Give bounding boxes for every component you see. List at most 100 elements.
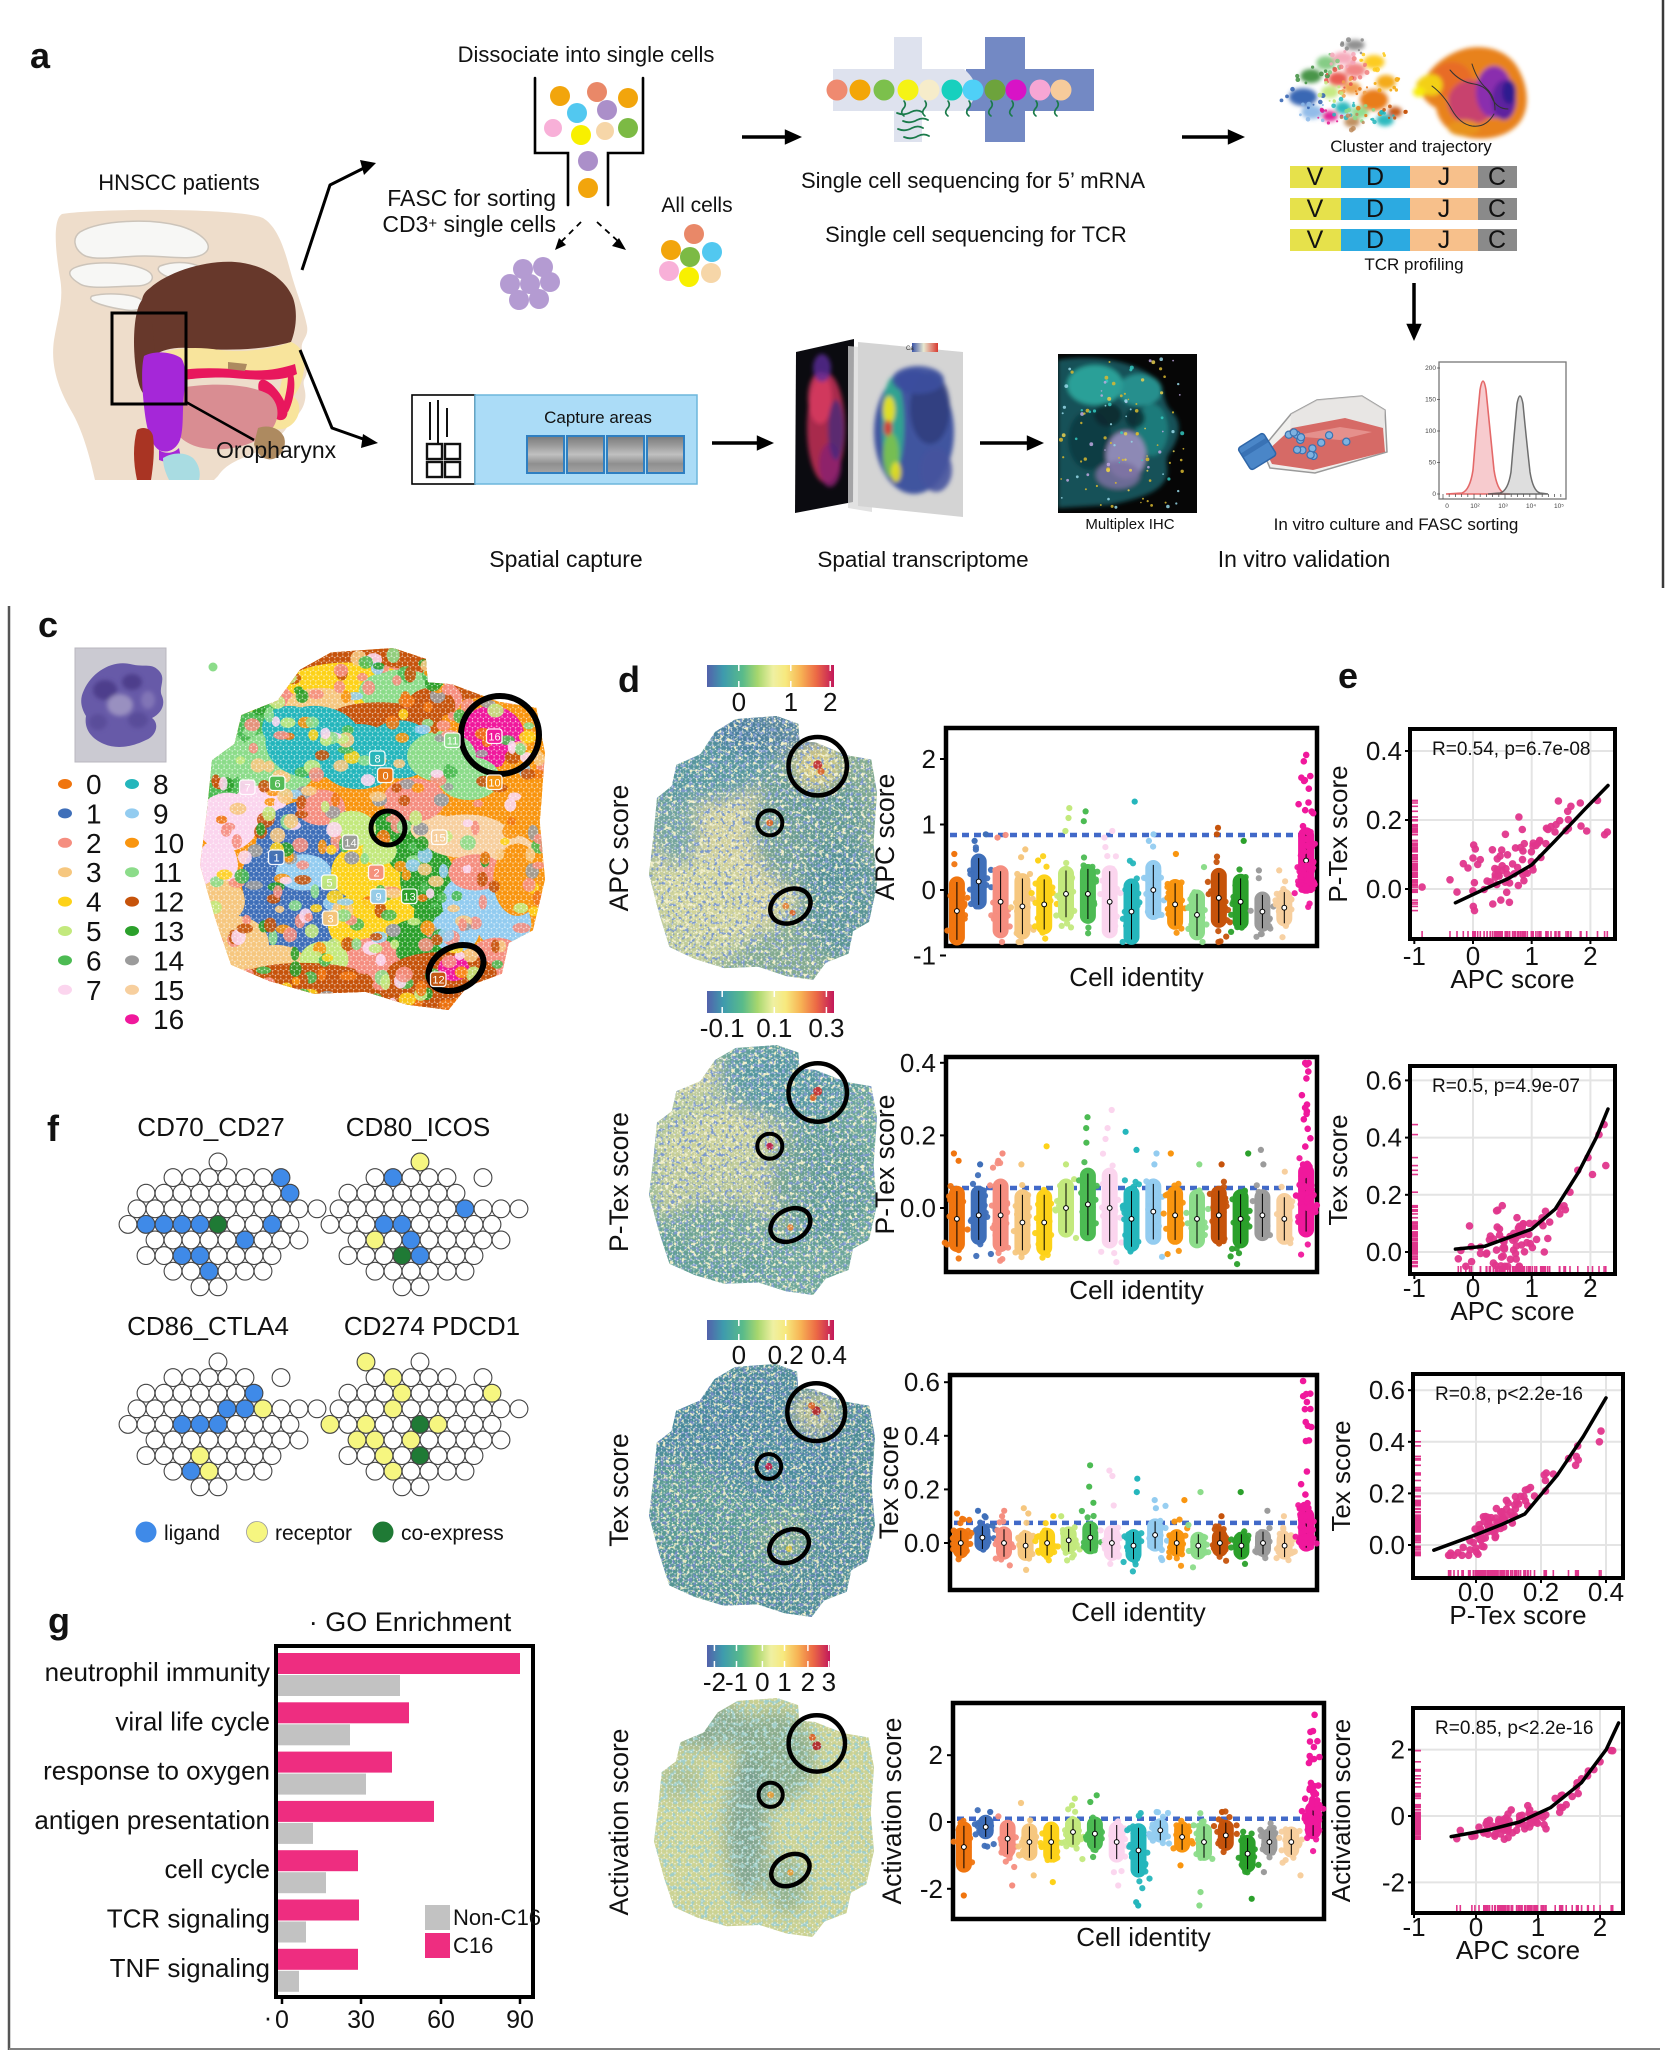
svg-text:J: J <box>1438 195 1451 223</box>
svg-text:14: 14 <box>153 945 184 976</box>
svg-text:C16: C16 <box>453 1933 493 1958</box>
svg-text:In vitro culture and FASC sort: In vitro culture and FASC sorting <box>1274 515 1519 534</box>
svg-text:0.2: 0.2 <box>904 1474 940 1504</box>
svg-text:-1: -1 <box>1403 1273 1426 1303</box>
svg-text:J: J <box>1438 163 1451 191</box>
svg-text:V: V <box>1307 163 1324 191</box>
svg-text:Cell identity: Cell identity <box>1076 1922 1210 1952</box>
svg-text:D: D <box>1366 163 1384 191</box>
svg-text:30: 30 <box>347 2006 375 2034</box>
svg-text:0.2: 0.2 <box>900 1120 936 1150</box>
svg-text:receptor: receptor <box>275 1522 352 1545</box>
svg-text:TCR signaling: TCR signaling <box>107 1904 270 1934</box>
svg-text:0.4: 0.4 <box>900 1048 936 1078</box>
svg-text:Tex score: Tex score <box>874 1426 904 1539</box>
svg-text:100: 100 <box>1425 428 1436 435</box>
svg-text:0.0: 0.0 <box>904 1528 940 1558</box>
svg-text:2: 2 <box>929 1740 943 1770</box>
svg-text:0: 0 <box>922 875 936 905</box>
svg-text:1: 1 <box>273 853 279 865</box>
svg-text:0.0: 0.0 <box>1369 1530 1405 1560</box>
svg-text:Non-C16: Non-C16 <box>453 1905 541 1930</box>
svg-text:CD274 PDCD1: CD274 PDCD1 <box>344 1311 520 1341</box>
svg-text:-1: -1 <box>913 941 936 971</box>
svg-text:10²: 10² <box>1470 503 1480 510</box>
svg-text:D: D <box>1366 195 1384 223</box>
svg-text:ligand: ligand <box>164 1522 220 1545</box>
svg-text:P-Tex score: P-Tex score <box>1449 1600 1586 1630</box>
svg-text:CD80_ICOS: CD80_ICOS <box>346 1112 491 1142</box>
svg-text:14: 14 <box>344 838 356 850</box>
svg-text:C: C <box>1488 226 1506 254</box>
svg-text:2: 2 <box>1583 1273 1597 1303</box>
svg-text:3: 3 <box>86 857 102 888</box>
svg-text:-1: -1 <box>1402 1912 1425 1942</box>
svg-text:0: 0 <box>1466 1273 1480 1303</box>
svg-text:0: 0 <box>929 1807 943 1837</box>
svg-text:Activation score: Activation score <box>604 1728 634 1915</box>
svg-text:Spatial transcriptome: Spatial transcriptome <box>817 547 1028 572</box>
svg-text:Multiplex IHC: Multiplex IHC <box>1085 516 1174 533</box>
svg-text:g: g <box>48 1600 70 1641</box>
svg-text:1: 1 <box>86 798 102 829</box>
svg-text:FASC for sorting: FASC for sorting <box>387 185 556 211</box>
svg-text:2: 2 <box>801 1667 815 1697</box>
svg-text:13: 13 <box>153 916 184 947</box>
svg-text:0: 0 <box>275 2006 289 2034</box>
svg-text:neutrophil immunity: neutrophil immunity <box>45 1657 270 1687</box>
svg-text:10⁵: 10⁵ <box>1554 503 1564 510</box>
svg-text:0: 0 <box>1469 1912 1483 1942</box>
svg-text:Activation score: Activation score <box>877 1717 907 1904</box>
svg-text:Dissociate into single cells: Dissociate into single cells <box>458 42 715 67</box>
svg-text:11: 11 <box>447 736 458 748</box>
svg-text:1: 1 <box>1531 1912 1545 1942</box>
svg-text:2: 2 <box>1583 941 1597 971</box>
svg-text:0.1: 0.1 <box>756 1013 792 1043</box>
svg-text:7: 7 <box>86 975 102 1006</box>
svg-text:0.2: 0.2 <box>1369 1478 1405 1508</box>
svg-text:Tex score: Tex score <box>1326 1420 1356 1531</box>
svg-text:10³: 10³ <box>1498 503 1508 510</box>
svg-text:J: J <box>1438 226 1451 254</box>
svg-text:c: c <box>38 604 58 645</box>
svg-text:16: 16 <box>153 1004 184 1035</box>
svg-text:0.0: 0.0 <box>900 1193 936 1223</box>
svg-text:0.4: 0.4 <box>904 1421 940 1451</box>
svg-text:0.4: 0.4 <box>1366 1123 1402 1153</box>
svg-text:0: 0 <box>732 687 746 717</box>
svg-text:11: 11 <box>153 857 182 888</box>
svg-text:0: 0 <box>755 1667 769 1697</box>
svg-text:APC score: APC score <box>604 785 634 912</box>
svg-text:Spatial capture: Spatial capture <box>489 546 642 572</box>
svg-text:2: 2 <box>1593 1912 1607 1942</box>
svg-text:0.6: 0.6 <box>904 1367 940 1397</box>
svg-text:0.0: 0.0 <box>1366 874 1402 904</box>
svg-text:All cells: All cells <box>661 194 732 217</box>
svg-text:0.4: 0.4 <box>1366 736 1402 766</box>
svg-text:-0.1: -0.1 <box>700 1013 745 1043</box>
svg-text:60: 60 <box>427 2006 455 2034</box>
svg-text:co-express: co-express <box>401 1522 504 1545</box>
svg-text:1: 1 <box>922 810 936 840</box>
svg-text:1: 1 <box>777 1667 791 1697</box>
svg-text:V: V <box>1307 195 1324 223</box>
svg-text:5: 5 <box>326 878 332 890</box>
svg-text:7: 7 <box>244 783 250 795</box>
svg-text:0: 0 <box>86 769 102 800</box>
svg-text:P-Tex score: P-Tex score <box>1323 765 1353 902</box>
svg-text:6: 6 <box>86 945 102 976</box>
svg-text:R=0.54, p=6.7e-08: R=0.54, p=6.7e-08 <box>1432 739 1590 760</box>
svg-text:Capture areas: Capture areas <box>544 408 652 427</box>
svg-text:-2: -2 <box>920 1874 943 1904</box>
svg-text:0: 0 <box>732 1340 746 1370</box>
svg-text:R=0.5, p=4.9e-07: R=0.5, p=4.9e-07 <box>1432 1076 1580 1097</box>
svg-text:0.6: 0.6 <box>1369 1375 1405 1405</box>
svg-text:0.4: 0.4 <box>1369 1427 1405 1457</box>
svg-text:antigen presentation: antigen presentation <box>34 1805 270 1835</box>
svg-text:0: 0 <box>1391 1801 1405 1831</box>
svg-text:13: 13 <box>403 892 415 904</box>
svg-text:d: d <box>618 659 640 700</box>
svg-text:2: 2 <box>922 744 936 774</box>
svg-text:Cluster and trajectory: Cluster and trajectory <box>1330 137 1492 156</box>
svg-text:12: 12 <box>153 887 184 918</box>
